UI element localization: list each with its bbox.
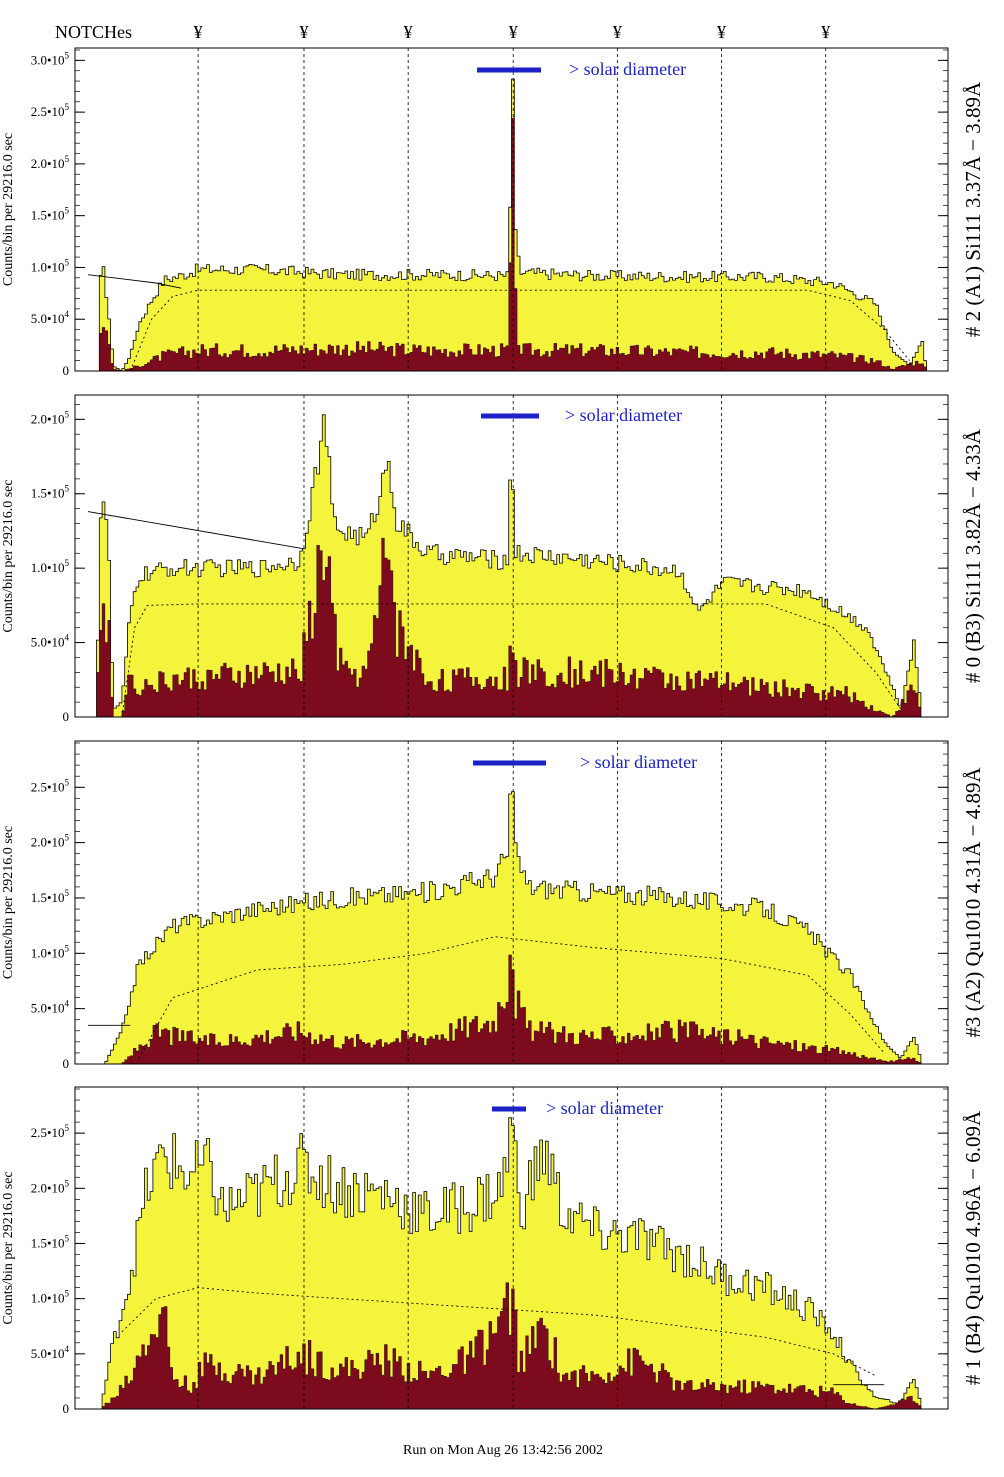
notch-marker-1: ¥ xyxy=(194,22,203,42)
notch-header-label: NOTCHes xyxy=(55,22,132,42)
y-axis-label: Counts/bin per 29216.0 sec xyxy=(1,826,16,979)
notch-header: NOTCHes ¥ ¥ ¥ ¥ ¥ ¥ ¥ xyxy=(55,22,830,42)
series-dark-counts xyxy=(88,537,935,718)
panel-side-label: #3 (A2) Qu1010 4.31Å − 4.89Å xyxy=(961,767,985,1038)
panel-3: 0 5.0•104 1.0•105 1.5•105 2.0•105 2.5•105 Coun… xyxy=(1,740,985,1071)
notch-marker-4: ¥ xyxy=(509,22,518,42)
y-axis-label: Counts/bin per 29216.0 sec xyxy=(1,133,16,286)
panel-1: 0 5.0•104 1.0•105 1.5•105 2.0•105 2.5•105 3.0•… xyxy=(1,47,985,378)
y-axis-label: Counts/bin per 29216.0 sec xyxy=(1,479,16,632)
series-total-counts xyxy=(88,1117,935,1410)
y-tick-label: 0 xyxy=(63,363,70,378)
notch-marker-3: ¥ xyxy=(404,22,413,42)
y-tick-label: 1.5•105 xyxy=(31,1233,70,1250)
y-tick-label: 2.5•105 xyxy=(31,1123,70,1140)
y-tick-label: 5.0•104 xyxy=(31,309,70,326)
panel-side-label: # 2 (A1) Si111 3.37Å − 3.89Å xyxy=(961,81,985,337)
panels: 0 5.0•104 1.0•105 1.5•105 2.0•105 2.5•105 3.0•… xyxy=(1,47,985,1416)
series-dark-counts xyxy=(88,117,935,372)
y-tick-label: 1.5•105 xyxy=(31,484,70,501)
plot-frame xyxy=(74,47,949,372)
y-tick-label: 0 xyxy=(63,1401,70,1416)
panel-2: 0 5.0•104 1.0•105 1.5•105 2.0•105 Counts/bin … xyxy=(1,394,985,724)
y-axis-label: Counts/bin per 29216.0 sec xyxy=(1,1171,16,1324)
y-tick-label: 2.5•105 xyxy=(31,777,70,794)
y-tick-label: 5.0•104 xyxy=(31,1344,70,1361)
solar-diameter-label: > solar diameter xyxy=(546,1098,663,1118)
y-tick-label: 1.5•105 xyxy=(31,206,70,223)
y-tick-label: 2.0•105 xyxy=(31,409,70,426)
y-tick-label: 1.0•105 xyxy=(31,558,70,575)
solar-diameter-label: > solar diameter xyxy=(580,752,697,772)
y-tick-label: 2.5•105 xyxy=(31,102,70,119)
panel-side-label: # 0 (B3) Si111 3.82Å − 4.33Å xyxy=(961,428,985,683)
y-tick-label: 1.0•105 xyxy=(31,257,70,274)
model-dotted-curve xyxy=(129,289,910,372)
y-tick-label: 5.0•104 xyxy=(31,633,70,650)
y-tick-label: 2.0•105 xyxy=(31,154,70,171)
series-dark-counts xyxy=(88,954,935,1065)
notch-marker-6: ¥ xyxy=(717,22,726,42)
y-tick-label: 5.0•104 xyxy=(31,999,70,1016)
plot-frame xyxy=(74,740,949,1065)
series-total-counts xyxy=(88,791,935,1065)
notch-marker-7: ¥ xyxy=(821,22,830,42)
fit-solid-line xyxy=(87,511,305,550)
y-tick-label: 1.0•105 xyxy=(31,1289,70,1306)
panel-4: 0 5.0•104 1.0•105 1.5•105 2.0•105 2.5•105 Coun… xyxy=(1,1086,985,1416)
y-tick-label: 1.5•105 xyxy=(31,888,70,905)
notch-marker-2: ¥ xyxy=(299,22,308,42)
y-tick-label: 3.0•105 xyxy=(31,50,70,67)
y-tick-label: 1.0•105 xyxy=(31,943,70,960)
series-total-counts xyxy=(88,414,935,718)
run-footer: Run on Mon Aug 26 13:42:56 2002 xyxy=(403,1443,603,1458)
y-tick-label: 0 xyxy=(63,1056,70,1071)
y-tick-label: 0 xyxy=(63,709,70,724)
y-tick-label: 2.0•105 xyxy=(31,833,70,850)
y-tick-label: 2.0•105 xyxy=(31,1178,70,1195)
solar-diameter-label: > solar diameter xyxy=(569,59,686,79)
panel-side-label: # 1 (B4) Qu1010 4.96Å − 6.09Å xyxy=(961,1110,985,1385)
series-dark-counts xyxy=(88,1282,935,1410)
plot-frame xyxy=(74,1086,949,1410)
plot-frame xyxy=(74,394,949,718)
model-dotted-curve xyxy=(121,603,902,718)
fit-solid-line xyxy=(87,274,182,289)
solar-diameter-label: > solar diameter xyxy=(565,405,682,425)
notch-marker-5: ¥ xyxy=(613,22,622,42)
